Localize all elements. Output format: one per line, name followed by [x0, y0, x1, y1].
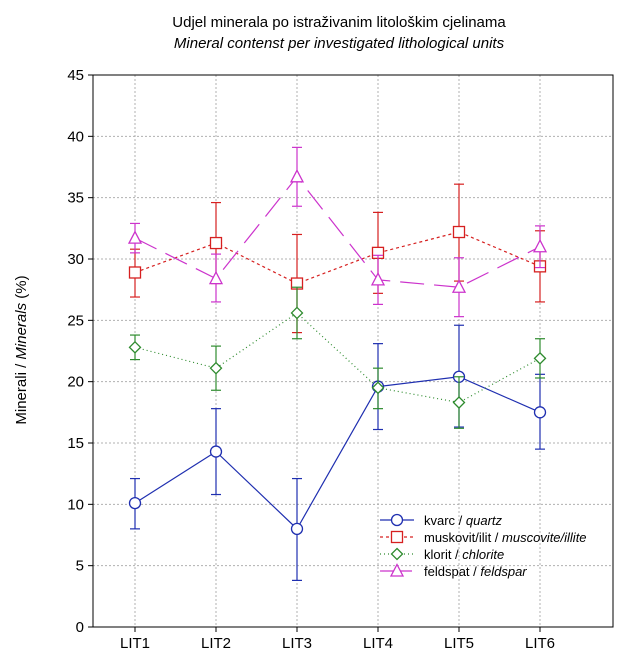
- legend-label-italic: muscovite/illite: [502, 530, 587, 545]
- x-axis-ticks: LIT1 LIT2 LIT3 LIT4 LIT5 LIT6: [120, 627, 555, 652]
- y-tick-label: 10: [67, 496, 84, 513]
- series-line: [134, 312, 541, 404]
- y-tick-label: 20: [67, 374, 84, 391]
- legend-item: feldspat / feldspar: [380, 563, 527, 579]
- y-axis-label-italic: Minerals: [13, 302, 30, 359]
- y-tick-label: 15: [67, 435, 84, 452]
- data-point: [370, 271, 386, 286]
- y-tick-label: 35: [67, 190, 84, 207]
- x-tick-label: LIT1: [120, 635, 150, 652]
- series-quartz: [128, 324, 547, 581]
- series-line: [134, 175, 541, 288]
- x-tick-label: LIT4: [363, 635, 393, 652]
- legend-label: muskovit/ilit / muscovite/illite: [424, 530, 587, 545]
- data-point: [208, 270, 224, 285]
- x-tick-label: LIT5: [444, 635, 474, 652]
- legend-item: klorit / chlorite: [380, 547, 504, 562]
- data-point: [289, 168, 305, 183]
- series-chlorite: [128, 286, 547, 429]
- legend-marker: [389, 563, 405, 577]
- legend-label-main: feldspat /: [424, 564, 480, 579]
- data-point: [532, 238, 548, 253]
- legend-label-main: muskovit/ilit /: [424, 530, 502, 545]
- data-point: [533, 351, 547, 365]
- chart-title: Udjel minerala po istraživanim litološki…: [172, 14, 506, 31]
- legend-label-italic: quartz: [466, 513, 503, 528]
- legend-item: kvarc / quartz: [380, 513, 503, 528]
- legend-label: kvarc / quartz: [424, 513, 503, 528]
- legend-label-italic: feldspar: [480, 564, 527, 579]
- legend: kvarc / quartz muskovit/ilit / muscovite/…: [380, 513, 587, 579]
- data-point: [209, 236, 223, 250]
- legend-marker: [390, 530, 404, 544]
- data-point: [533, 406, 547, 419]
- data-point: [452, 225, 466, 239]
- data-point: [127, 230, 143, 244]
- series-line: [134, 376, 541, 530]
- series-layer: [127, 146, 548, 581]
- data-point: [128, 340, 142, 354]
- data-point: [451, 279, 467, 293]
- y-tick-label: 45: [67, 67, 84, 84]
- data-point: [128, 496, 142, 510]
- legend-marker: [390, 513, 404, 527]
- y-axis-ticks: 0 5 10 15 20 25 30 35 40 45: [67, 67, 93, 636]
- data-point: [209, 445, 223, 458]
- series-muscovite-illite: [128, 183, 547, 334]
- y-tick-label: 40: [67, 128, 84, 145]
- data-point: [290, 522, 304, 536]
- legend-label-italic: chlorite: [462, 547, 504, 562]
- x-tick-label: LIT6: [525, 635, 555, 652]
- legend-label-main: kvarc /: [424, 513, 466, 528]
- y-axis-label-main: Minerali /: [13, 360, 30, 425]
- y-axis-label: Minerali / Minerals (%): [13, 275, 30, 424]
- legend-label: feldspat / feldspar: [424, 564, 527, 579]
- plot-frame: [92, 74, 614, 628]
- data-point: [128, 266, 142, 279]
- y-tick-label: 0: [76, 619, 84, 636]
- legend-label: klorit / chlorite: [424, 547, 504, 562]
- data-point: [371, 381, 385, 395]
- data-point: [209, 361, 223, 375]
- legend-marker: [390, 547, 404, 561]
- x-tick-label: LIT2: [201, 635, 231, 652]
- data-point: [290, 306, 304, 320]
- series-line: [134, 231, 541, 285]
- chart-subtitle: Mineral contenst per investigated lithol…: [174, 35, 505, 52]
- y-tick-label: 5: [76, 558, 84, 575]
- y-tick-label: 25: [67, 312, 84, 329]
- series-feldspar: [127, 146, 548, 318]
- y-tick-label: 30: [67, 251, 84, 268]
- x-tick-label: LIT3: [282, 635, 312, 652]
- data-point: [452, 396, 466, 409]
- legend-item: muskovit/ilit / muscovite/illite: [380, 530, 587, 545]
- legend-label-main: klorit /: [424, 547, 462, 562]
- y-axis-label-unit: (%): [13, 275, 30, 303]
